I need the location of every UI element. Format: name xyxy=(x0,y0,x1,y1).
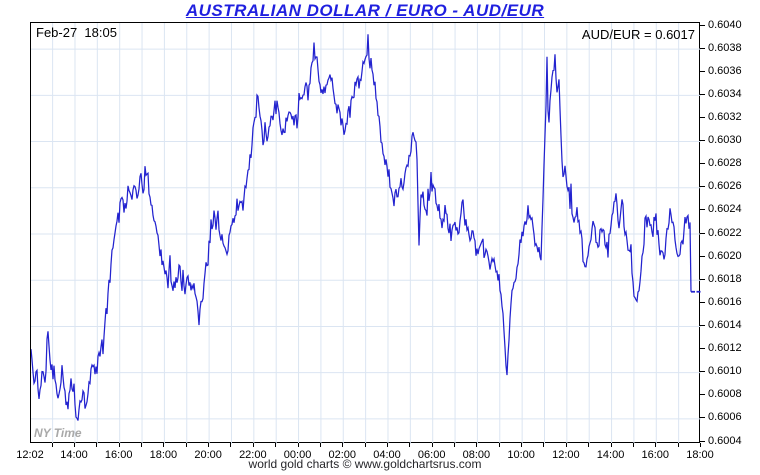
y-axis-label: 0.6030 xyxy=(708,134,742,147)
y-axis-label: 0.6028 xyxy=(708,157,742,170)
y-axis-label: 0.6022 xyxy=(708,226,742,239)
price-line xyxy=(31,34,691,421)
y-axis-tick xyxy=(700,371,705,373)
x-axis-tick xyxy=(431,443,433,447)
y-axis-tick xyxy=(700,394,705,396)
y-axis-label: 0.6014 xyxy=(708,318,742,331)
x-axis-tick xyxy=(208,443,210,447)
x-axis-label: 10:00 xyxy=(507,449,535,461)
x-axis-label: 04:00 xyxy=(373,449,401,461)
y-axis-label: 0.6006 xyxy=(708,411,742,424)
chart-plot-area: Feb-27 18:05 AUD/EUR = 0.6017 NY Time xyxy=(30,22,701,444)
y-axis-tick xyxy=(700,278,705,280)
y-axis-label: 0.6034 xyxy=(708,87,742,100)
x-axis-label: 02:00 xyxy=(328,449,357,461)
x-axis-tick xyxy=(364,443,366,447)
y-axis-tick xyxy=(700,255,705,257)
x-axis-tick xyxy=(521,443,523,447)
x-axis-tick xyxy=(163,443,165,447)
y-axis-tick xyxy=(700,440,705,442)
y-axis-label: 0.6010 xyxy=(708,365,742,378)
x-axis-tick xyxy=(543,443,545,447)
x-axis-tick xyxy=(342,443,344,447)
y-axis-label: 0.6020 xyxy=(708,249,742,262)
x-axis-tick xyxy=(588,443,590,447)
y-axis-label: 0.6026 xyxy=(708,180,742,193)
y-axis-label: 0.6016 xyxy=(708,295,742,308)
y-axis-label: 0.6038 xyxy=(708,41,742,54)
y-axis-tick xyxy=(700,417,705,419)
date-time-label: Feb-27 18:05 xyxy=(36,25,117,40)
y-axis-label: 0.6018 xyxy=(708,272,742,285)
y-axis-tick xyxy=(700,116,705,118)
x-axis-label: 14:00 xyxy=(60,449,88,461)
x-axis-label: 20:00 xyxy=(194,449,222,461)
y-axis-tick xyxy=(700,70,705,72)
x-axis-tick xyxy=(565,443,567,447)
y-axis-label: 0.6024 xyxy=(708,203,742,216)
x-axis-tick xyxy=(610,443,612,447)
x-axis-tick xyxy=(230,443,232,447)
x-axis-tick xyxy=(252,443,254,447)
price-chart-canvas xyxy=(31,23,701,444)
y-axis-tick xyxy=(700,24,705,26)
chart-title: AUSTRALIAN DOLLAR / EURO - AUD/EUR xyxy=(185,1,545,20)
x-axis-label: 18:00 xyxy=(686,449,714,461)
x-axis-tick xyxy=(275,443,277,447)
x-axis-label: 18:00 xyxy=(149,449,178,461)
y-axis-tick xyxy=(700,232,705,234)
y-axis-label: 0.6012 xyxy=(708,342,742,355)
current-quote-label: AUD/EUR = 0.6017 xyxy=(581,27,695,42)
y-axis-tick xyxy=(700,209,705,211)
x-axis-tick xyxy=(386,443,388,447)
x-axis-tick xyxy=(409,443,411,447)
y-axis-tick xyxy=(700,186,705,188)
y-axis-tick xyxy=(700,140,705,142)
x-axis-tick xyxy=(677,443,679,447)
x-axis-label: 08:00 xyxy=(462,449,491,461)
x-axis-label: 22:00 xyxy=(239,449,267,461)
x-axis-label: 06:00 xyxy=(417,449,446,461)
x-axis-tick xyxy=(51,443,53,447)
x-axis-tick xyxy=(476,443,478,447)
y-axis-label: 0.6036 xyxy=(708,64,742,77)
price-drop-segment xyxy=(689,222,692,292)
x-axis-label: 14:00 xyxy=(596,449,625,461)
x-axis-tick xyxy=(141,443,143,447)
y-axis-tick xyxy=(700,93,705,95)
x-axis-tick xyxy=(454,443,456,447)
y-axis-tick xyxy=(700,47,705,49)
x-axis-tick xyxy=(319,443,321,447)
x-axis-tick xyxy=(700,443,701,447)
y-axis-label: 0.6008 xyxy=(708,388,742,401)
x-axis-tick xyxy=(118,443,120,447)
x-axis-tick xyxy=(96,443,98,447)
x-axis-label: 00:00 xyxy=(283,449,312,461)
x-axis-tick xyxy=(655,443,657,447)
x-axis-label: 12:00 xyxy=(552,449,580,461)
x-axis-label: 16:00 xyxy=(104,449,133,461)
y-axis-label: 0.6004 xyxy=(708,434,742,447)
x-axis-label: 12:02 xyxy=(16,449,44,461)
y-axis-tick xyxy=(700,301,705,303)
y-axis-label: 0.6032 xyxy=(708,110,742,123)
x-axis-tick xyxy=(297,443,299,447)
x-axis-tick xyxy=(185,443,187,447)
footer-credit: world gold charts © www.goldchartsrus.co… xyxy=(248,457,482,471)
x-axis-tick xyxy=(73,443,75,447)
y-axis-tick xyxy=(700,348,705,350)
y-axis-tick xyxy=(700,324,705,326)
y-axis-tick xyxy=(700,163,705,165)
x-axis-tick xyxy=(498,443,500,447)
x-axis-tick xyxy=(632,443,634,447)
y-axis-label: 0.6040 xyxy=(708,18,742,31)
timezone-note: NY Time xyxy=(34,426,82,440)
x-axis-label: 16:00 xyxy=(641,449,670,461)
